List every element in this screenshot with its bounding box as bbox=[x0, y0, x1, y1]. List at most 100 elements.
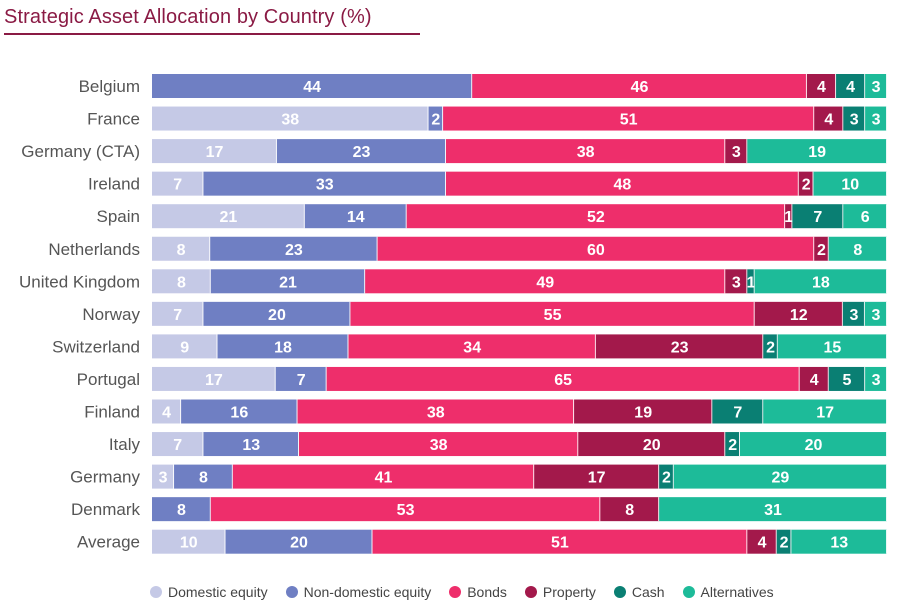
bar-segment bbox=[377, 236, 815, 261]
category-label: Netherlands bbox=[48, 240, 140, 259]
segment-divider bbox=[805, 74, 807, 98]
category-label: Norway bbox=[82, 305, 140, 324]
data-label: 3 bbox=[849, 307, 858, 324]
data-label: 29 bbox=[772, 470, 790, 487]
bar-segment bbox=[828, 366, 866, 391]
category-label: Italy bbox=[109, 435, 141, 454]
bar-segment bbox=[865, 106, 887, 131]
data-label: 7 bbox=[813, 209, 822, 226]
bar-segment bbox=[472, 74, 807, 98]
segment-divider bbox=[753, 301, 755, 326]
bar-segment bbox=[777, 334, 887, 359]
data-label: 55 bbox=[544, 307, 562, 324]
segment-divider bbox=[724, 269, 726, 294]
chart-title: Strategic Asset Allocation by Country (%… bbox=[4, 6, 372, 28]
segment-divider bbox=[202, 171, 204, 196]
data-label: 7 bbox=[173, 307, 182, 324]
data-label: 19 bbox=[634, 405, 652, 422]
legend-label: Non-domestic equity bbox=[303, 584, 432, 600]
bar-segment bbox=[776, 529, 792, 554]
segment-divider bbox=[209, 497, 211, 522]
bar-segment bbox=[365, 269, 726, 294]
bar-segment bbox=[785, 204, 793, 229]
bar-segment bbox=[152, 334, 218, 359]
data-label: 8 bbox=[853, 242, 862, 259]
data-label: 4 bbox=[162, 405, 171, 422]
data-label: 7 bbox=[733, 405, 742, 422]
data-label: 2 bbox=[817, 242, 826, 259]
bar-segment bbox=[813, 171, 887, 196]
data-label: 17 bbox=[588, 470, 606, 487]
category-label: Spain bbox=[97, 207, 140, 226]
data-label: 38 bbox=[427, 405, 445, 422]
segment-divider bbox=[471, 74, 473, 98]
segment-divider bbox=[797, 171, 799, 196]
data-label: 3 bbox=[872, 79, 881, 96]
segment-divider bbox=[364, 269, 366, 294]
bar-segment bbox=[152, 464, 175, 489]
bar-segment bbox=[203, 432, 299, 457]
data-label: 41 bbox=[375, 470, 393, 487]
data-label: 46 bbox=[631, 79, 649, 96]
legend-label: Property bbox=[542, 584, 596, 600]
segment-divider bbox=[886, 529, 887, 554]
segment-divider bbox=[724, 139, 726, 164]
bar-segment bbox=[152, 366, 276, 391]
legend-swatch bbox=[682, 586, 695, 598]
data-label: 2 bbox=[431, 112, 440, 129]
segment-divider bbox=[202, 432, 204, 457]
segment-divider bbox=[275, 139, 277, 164]
legend-label: Cash bbox=[631, 584, 665, 600]
bar-segment bbox=[659, 497, 887, 522]
bar-segment bbox=[406, 204, 786, 229]
bar-segment bbox=[791, 529, 887, 554]
segment-divider bbox=[798, 366, 800, 391]
data-label: 14 bbox=[347, 209, 365, 226]
bar-segment bbox=[428, 106, 444, 131]
data-label: 3 bbox=[732, 144, 741, 161]
legend: Domestic equity Non-domestic equity Bonds P… bbox=[150, 582, 774, 602]
data-label: 10 bbox=[180, 535, 198, 552]
bar-segment bbox=[754, 269, 887, 294]
bar-segment bbox=[792, 204, 844, 229]
data-label: 8 bbox=[199, 470, 208, 487]
segment-divider bbox=[209, 269, 211, 294]
data-label: 4 bbox=[846, 79, 855, 96]
segment-divider bbox=[776, 334, 778, 359]
data-label: 3 bbox=[872, 307, 881, 324]
bar-segment bbox=[595, 334, 764, 359]
data-label: 8 bbox=[177, 274, 186, 291]
segment-divider bbox=[599, 497, 601, 522]
bar-segment bbox=[600, 497, 660, 522]
legend-item: Domestic equity bbox=[150, 584, 268, 600]
segment-divider bbox=[427, 106, 429, 131]
legend-item: Cash bbox=[613, 584, 665, 600]
bar-segment bbox=[712, 399, 764, 424]
data-label: 2 bbox=[728, 437, 737, 454]
bar-segment bbox=[276, 139, 446, 164]
data-label: 10 bbox=[841, 177, 859, 194]
data-label: 51 bbox=[620, 112, 638, 129]
data-label: 6 bbox=[861, 209, 870, 226]
segment-divider bbox=[864, 74, 866, 98]
bar-segment bbox=[181, 399, 298, 424]
data-label: 7 bbox=[297, 372, 306, 389]
segment-divider bbox=[886, 106, 887, 131]
bar-segment bbox=[578, 432, 726, 457]
data-label: 44 bbox=[303, 79, 321, 96]
category-label: Portugal bbox=[77, 370, 140, 389]
segment-divider bbox=[209, 236, 211, 261]
data-label: 65 bbox=[554, 372, 572, 389]
segment-divider bbox=[886, 334, 887, 359]
bar-segment bbox=[534, 464, 660, 489]
data-label: 3 bbox=[872, 372, 881, 389]
bar-segment bbox=[842, 301, 865, 326]
segment-divider bbox=[533, 464, 535, 489]
category-label: United Kingdom bbox=[19, 272, 140, 291]
data-label: 12 bbox=[790, 307, 808, 324]
category-label: France bbox=[87, 110, 140, 129]
bar-segment bbox=[304, 204, 407, 229]
segment-divider bbox=[376, 236, 378, 261]
data-label: 2 bbox=[802, 177, 811, 194]
